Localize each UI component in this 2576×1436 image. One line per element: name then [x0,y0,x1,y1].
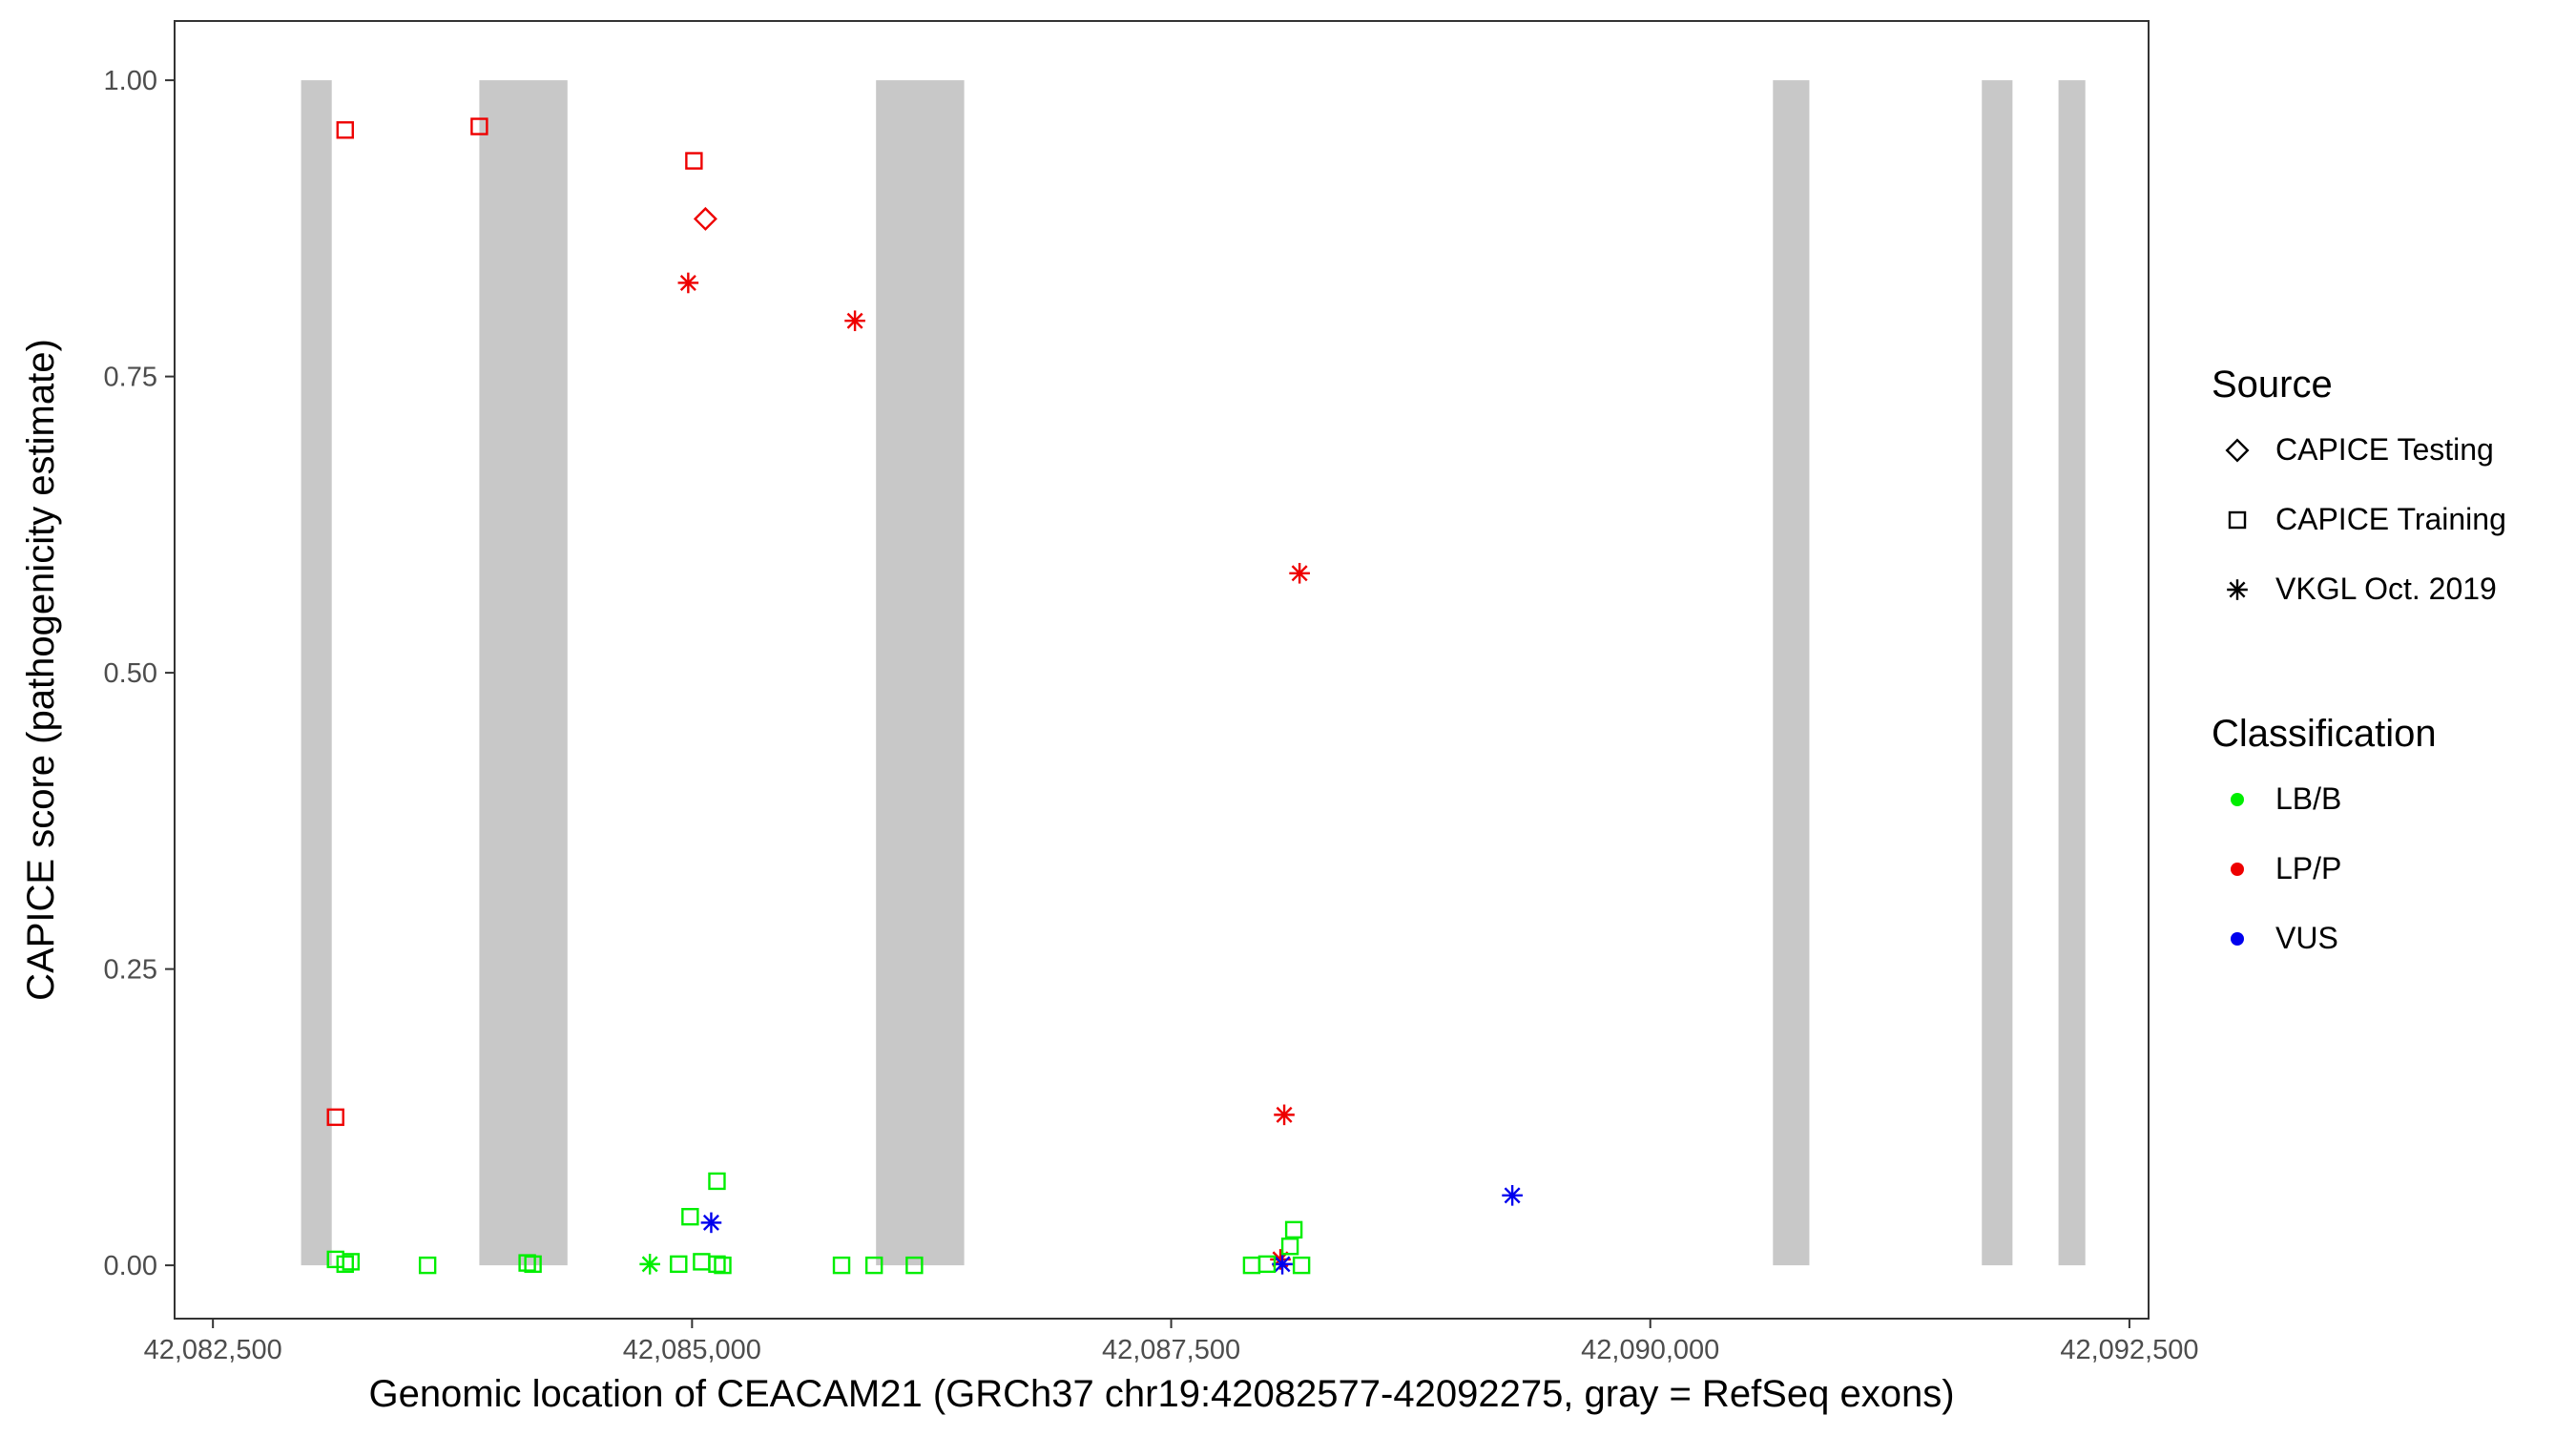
data-point [1289,562,1310,584]
exon-bar [1773,80,1810,1266]
data-point [1272,1254,1293,1275]
data-point [524,1255,542,1274]
data-point [832,1256,851,1275]
x-tick-label: 42,087,500 [1102,1335,1240,1365]
data-point [693,206,717,231]
data-point [685,152,703,170]
x-tick-label: 42,092,500 [2060,1335,2198,1365]
data-point [1274,1104,1295,1126]
data-point [418,1256,437,1275]
data-point [1502,1185,1523,1206]
data-point [864,1256,883,1275]
exon-layer [301,80,2086,1266]
exon-bar [1982,80,2013,1266]
data-point [518,1254,536,1272]
data-point [1292,1256,1311,1275]
legend-entry-label: VKGL Oct. 2019 [2275,572,2497,606]
data-point [693,1253,711,1271]
x-tick-label: 42,090,000 [1581,1335,1719,1365]
data-point [708,1172,726,1191]
data-point [700,1212,722,1234]
data-point [1284,1220,1303,1239]
legend-entry-label: LP/P [2275,851,2341,885]
legend-key [2231,793,2244,806]
exon-bar [876,80,965,1266]
legend-title: Source [2212,364,2333,406]
data-point [336,1255,354,1274]
data-point [1257,1255,1277,1274]
legend: Source CAPICE Testing CAPICE Training VKGL … [2212,364,2506,955]
axis-layer: 0.00 0.25 0.50 0.75 1.00 42,082,500 42,085,000… [104,66,2199,1365]
legend-entry-label: VUS [2275,921,2338,955]
legend-entry-label: CAPICE Testing [2275,432,2494,467]
data-point [1280,1238,1299,1256]
y-tick-label: 0.75 [104,363,157,393]
legend-entry-label: LB/B [2275,781,2341,816]
x-tick-label: 42,082,500 [144,1335,282,1365]
data-point [714,1256,732,1275]
data-point [336,121,354,139]
data-point [1242,1256,1261,1275]
legend-title: Classification [2212,713,2437,755]
exon-bar [479,80,568,1266]
data-point [326,1108,344,1127]
data-point [470,117,488,135]
data-point [677,272,699,294]
legend-key [2225,438,2250,463]
plot-panel-border [174,20,2150,1320]
legend-key [2231,932,2244,946]
legend-entry-label: CAPICE Training [2275,502,2506,536]
data-point [708,1255,726,1274]
data-point [681,1207,699,1226]
data-point [905,1256,924,1275]
y-tick-label: 0.00 [104,1251,157,1281]
y-tick-label: 0.25 [104,955,157,986]
x-tick-label: 42,085,000 [623,1335,761,1365]
data-point [342,1253,361,1271]
legend-key [2231,863,2244,876]
data-point [639,1254,660,1275]
exon-bar [301,80,332,1266]
exon-bar [2058,80,2086,1266]
data-point [670,1255,688,1274]
y-tick-label: 0.50 [104,658,157,689]
data-point [844,310,865,332]
y-tick-label: 1.00 [104,66,157,96]
y-axis-title: CAPICE score (pathogenicity estimate) [20,339,62,1001]
x-axis-title: Genomic location of CEACAM21 (GRCh37 chr… [368,1373,1954,1415]
legend-key [2227,579,2248,600]
legend-key [2228,510,2247,530]
point-layer [326,117,1523,1275]
